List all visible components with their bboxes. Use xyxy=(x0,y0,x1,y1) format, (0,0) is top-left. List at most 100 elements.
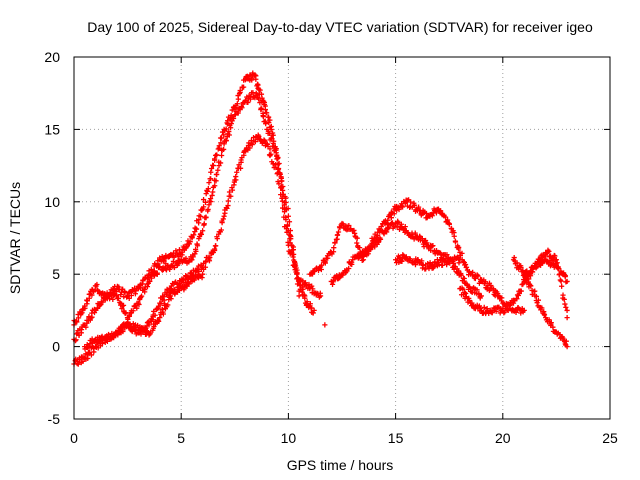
x-tick-label: 20 xyxy=(495,430,511,446)
point-marker xyxy=(276,181,282,187)
point-marker xyxy=(518,264,524,271)
point-marker xyxy=(456,256,462,262)
point-marker xyxy=(279,178,285,184)
point-marker xyxy=(136,301,142,308)
point-marker xyxy=(268,151,274,157)
point-marker xyxy=(123,310,129,316)
point-marker xyxy=(162,301,168,307)
point-marker xyxy=(256,133,262,140)
point-marker xyxy=(187,239,193,245)
point-marker xyxy=(359,257,365,263)
point-marker xyxy=(552,257,558,263)
point-marker xyxy=(278,185,284,191)
point-marker xyxy=(329,281,336,287)
point-marker xyxy=(205,186,211,192)
point-marker xyxy=(562,301,568,307)
point-marker xyxy=(306,281,312,288)
point-marker xyxy=(331,245,337,251)
point-marker xyxy=(204,188,210,195)
point-marker xyxy=(529,269,535,275)
point-marker xyxy=(287,227,294,234)
point-marker xyxy=(75,361,81,367)
point-marker xyxy=(107,290,113,296)
series-track-f xyxy=(393,252,463,272)
y-tick-label: 15 xyxy=(44,121,60,137)
point-marker xyxy=(218,227,224,233)
point-marker xyxy=(466,297,473,304)
point-marker xyxy=(199,207,205,213)
point-marker xyxy=(113,329,119,335)
point-marker xyxy=(223,137,229,143)
point-marker xyxy=(284,222,291,228)
point-marker xyxy=(546,248,552,254)
point-marker xyxy=(317,290,323,296)
point-marker xyxy=(303,283,309,289)
point-marker xyxy=(561,296,567,302)
point-marker xyxy=(262,138,268,144)
point-marker xyxy=(217,160,224,166)
point-marker xyxy=(562,273,568,280)
point-marker xyxy=(214,152,220,158)
point-marker xyxy=(132,291,138,297)
chart-title: Day 100 of 2025, Sidereal Day-to-day VTE… xyxy=(87,19,593,35)
point-marker xyxy=(228,193,234,199)
point-marker xyxy=(300,278,306,284)
point-marker xyxy=(351,227,357,234)
point-marker xyxy=(481,304,487,310)
point-marker xyxy=(563,304,569,311)
point-marker xyxy=(216,163,222,169)
point-marker xyxy=(230,115,237,122)
point-marker xyxy=(210,162,216,168)
axis-ticks: 0 5 10 15 20 25 -5 0 5 10 15 20 xyxy=(44,49,618,446)
point-marker xyxy=(391,211,397,217)
y-tick-label: 5 xyxy=(52,266,60,282)
point-marker xyxy=(274,156,280,162)
point-marker xyxy=(239,105,245,111)
point-marker xyxy=(493,308,499,314)
point-marker xyxy=(235,110,241,116)
point-marker xyxy=(207,254,213,261)
point-marker xyxy=(213,243,219,249)
point-marker xyxy=(257,100,263,106)
point-marker xyxy=(274,171,280,177)
point-marker xyxy=(255,96,262,102)
point-marker xyxy=(340,272,346,278)
point-marker xyxy=(288,236,294,242)
point-marker xyxy=(467,284,473,290)
point-marker xyxy=(391,206,397,212)
point-marker xyxy=(399,258,405,265)
point-marker xyxy=(152,312,158,318)
point-marker xyxy=(200,228,206,234)
point-marker xyxy=(258,106,264,112)
point-marker xyxy=(83,324,89,330)
point-marker xyxy=(250,90,256,96)
point-marker xyxy=(88,315,94,321)
point-marker xyxy=(304,299,310,305)
point-marker xyxy=(451,233,457,239)
point-marker xyxy=(292,259,298,266)
point-marker xyxy=(165,302,171,308)
point-marker xyxy=(214,236,220,242)
point-marker xyxy=(477,295,483,301)
series-track-j xyxy=(82,271,206,352)
point-marker xyxy=(518,288,524,294)
point-marker xyxy=(273,150,279,156)
point-marker xyxy=(506,305,512,311)
point-marker xyxy=(412,262,419,268)
point-marker xyxy=(156,305,162,311)
point-marker xyxy=(88,352,95,358)
point-marker xyxy=(310,286,316,292)
point-marker xyxy=(110,296,116,302)
y-tick-label: 20 xyxy=(44,49,60,65)
point-marker xyxy=(94,281,100,288)
point-marker xyxy=(126,313,132,319)
point-marker xyxy=(362,250,368,257)
point-marker xyxy=(475,273,481,279)
point-marker xyxy=(245,99,251,106)
point-marker xyxy=(183,255,189,262)
point-marker xyxy=(335,229,342,235)
point-marker xyxy=(377,236,384,243)
point-marker xyxy=(220,216,226,222)
point-marker xyxy=(482,279,489,285)
